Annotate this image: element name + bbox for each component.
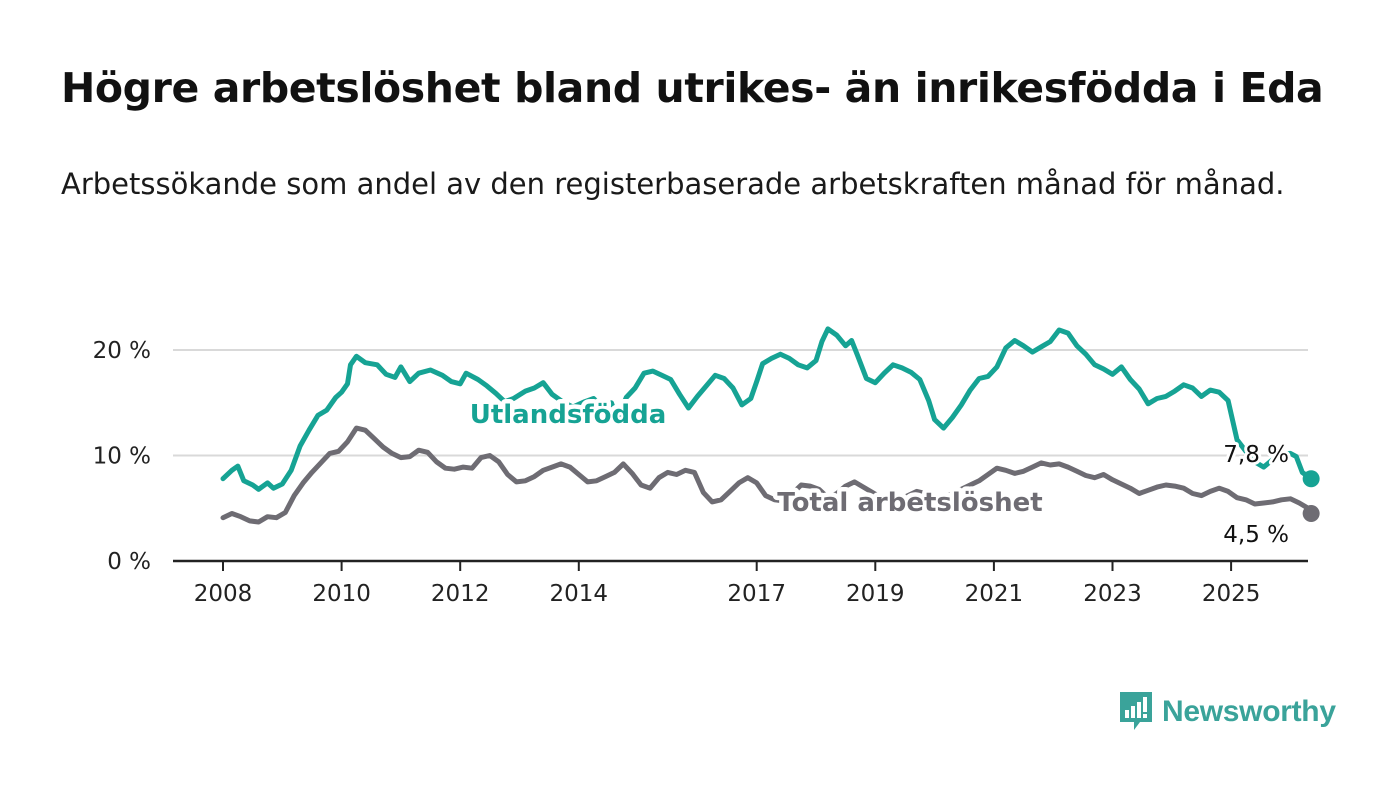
- x-tick-label: 2012: [431, 581, 490, 607]
- series-lines: [220, 326, 1320, 525]
- brand-logo: Newsworthy: [1118, 690, 1336, 734]
- chart-subtitle: Arbetssökande som andel av den registerb…: [61, 167, 1285, 201]
- series-label: Total arbetslöshet: [777, 488, 1042, 518]
- series-label: Utlandsfödda: [470, 400, 667, 430]
- x-tick-label: 2021: [965, 581, 1024, 607]
- bar-chart-speech-bubble-icon: [1120, 692, 1152, 730]
- series-line: [220, 326, 1314, 492]
- x-tick-label: 2010: [312, 581, 371, 607]
- chart-title: Högre arbetslöshet bland utrikes- än inr…: [61, 64, 1324, 112]
- end-value-label: 7,8 %: [1223, 442, 1289, 468]
- gridlines: [173, 349, 1308, 457]
- x-tick-label: 2023: [1083, 581, 1142, 607]
- x-tick-label: 2014: [550, 581, 609, 607]
- x-tick-label: 2019: [846, 581, 905, 607]
- axes: 0 % 10 % 20 % 2008 2010 2012 2014 2017 2019 2021 2…: [93, 338, 1308, 607]
- y-tick-label: 20 %: [93, 338, 151, 364]
- series-label-halo: Total arbetslöshet: [777, 488, 1042, 518]
- end-value-label: 4,5 %: [1223, 522, 1289, 548]
- series-label-halo: Utlandsfödda: [470, 400, 667, 430]
- series-end-dot: [1302, 505, 1320, 523]
- series-end-dot: [1302, 470, 1320, 488]
- end-value-label-halo: 4,5 %: [1223, 522, 1289, 548]
- x-tick-label: 2025: [1202, 581, 1261, 607]
- y-tick-label: 10 %: [93, 444, 151, 470]
- y-tick-label: 0 %: [107, 549, 151, 575]
- series-line: [220, 425, 1314, 525]
- x-tick-label: 2017: [727, 581, 786, 607]
- x-tick-label: 2008: [194, 581, 253, 607]
- end-value-label-halo: 7,8 %: [1223, 442, 1289, 468]
- brand-name: Newsworthy: [1162, 695, 1336, 728]
